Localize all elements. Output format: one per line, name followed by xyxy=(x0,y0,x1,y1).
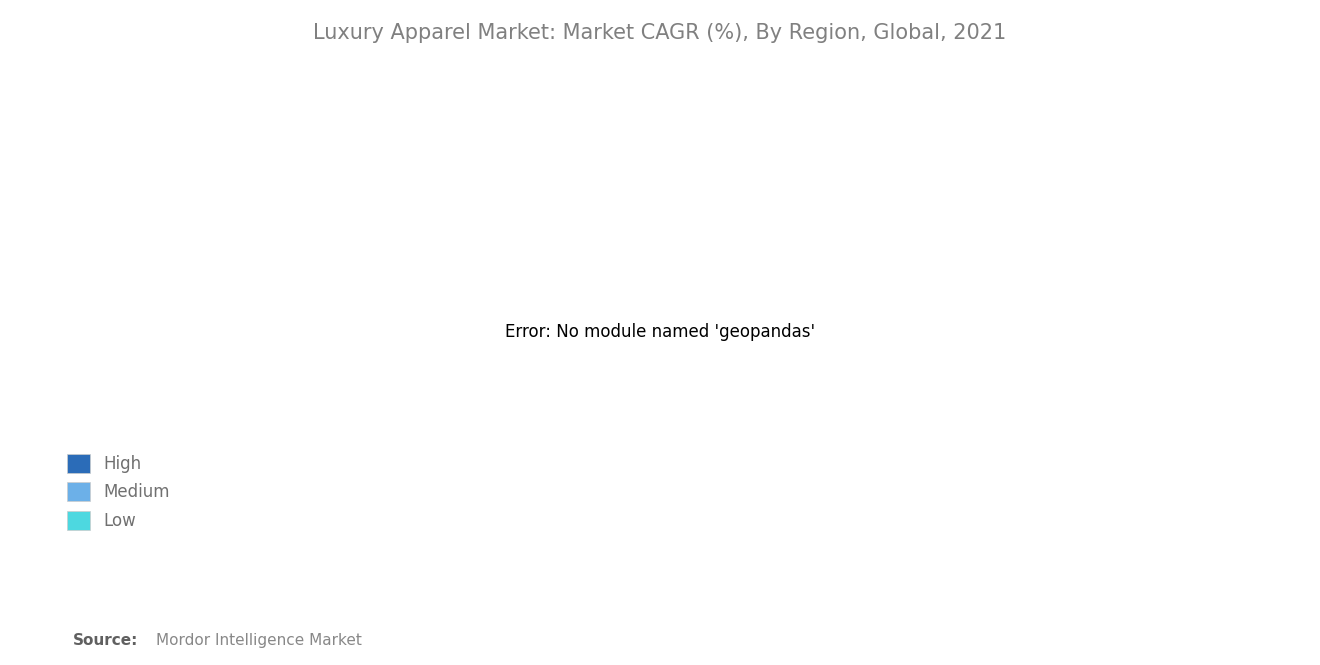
Text: Error: No module named 'geopandas': Error: No module named 'geopandas' xyxy=(506,323,814,342)
Text: Source:: Source: xyxy=(73,633,139,648)
Legend: High, Medium, Low: High, Medium, Low xyxy=(61,447,177,537)
Text: Mordor Intelligence Market: Mordor Intelligence Market xyxy=(156,633,362,648)
Text: Luxury Apparel Market: Market CAGR (%), By Region, Global, 2021: Luxury Apparel Market: Market CAGR (%), … xyxy=(313,23,1007,43)
Text: M: M xyxy=(1177,617,1203,641)
Text: I: I xyxy=(1241,617,1250,641)
